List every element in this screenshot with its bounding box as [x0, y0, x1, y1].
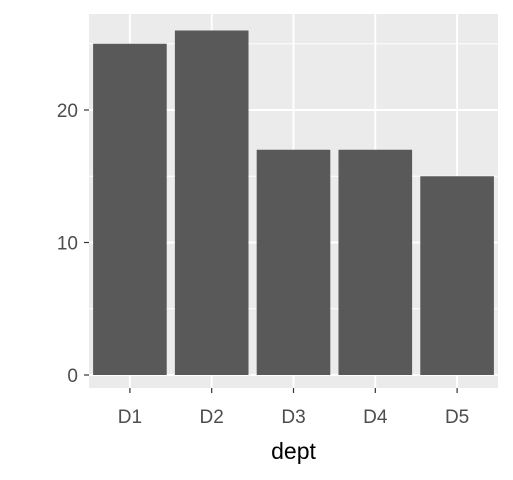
x-tick-label-d1: D1 — [118, 407, 142, 428]
x-tick-label-d4: D4 — [363, 407, 388, 428]
x-axis-title: dept — [271, 438, 316, 464]
y-tick-label: 0 — [67, 366, 78, 387]
x-tick-label-d5: D5 — [445, 407, 469, 428]
bar-d3 — [257, 150, 331, 375]
y-tick-label: 20 — [57, 101, 78, 122]
x-tick-label-d3: D3 — [281, 407, 305, 428]
bar-d4 — [338, 150, 412, 375]
bar-d1 — [93, 44, 167, 375]
bar-d5 — [420, 176, 494, 375]
x-axis: D1 D2 D3 D4 D5 — [118, 388, 469, 428]
y-tick-label: 10 — [57, 234, 78, 255]
bar-d2 — [175, 31, 249, 376]
y-axis: 0 10 20 — [57, 101, 89, 387]
x-tick-label-d2: D2 — [200, 407, 224, 428]
